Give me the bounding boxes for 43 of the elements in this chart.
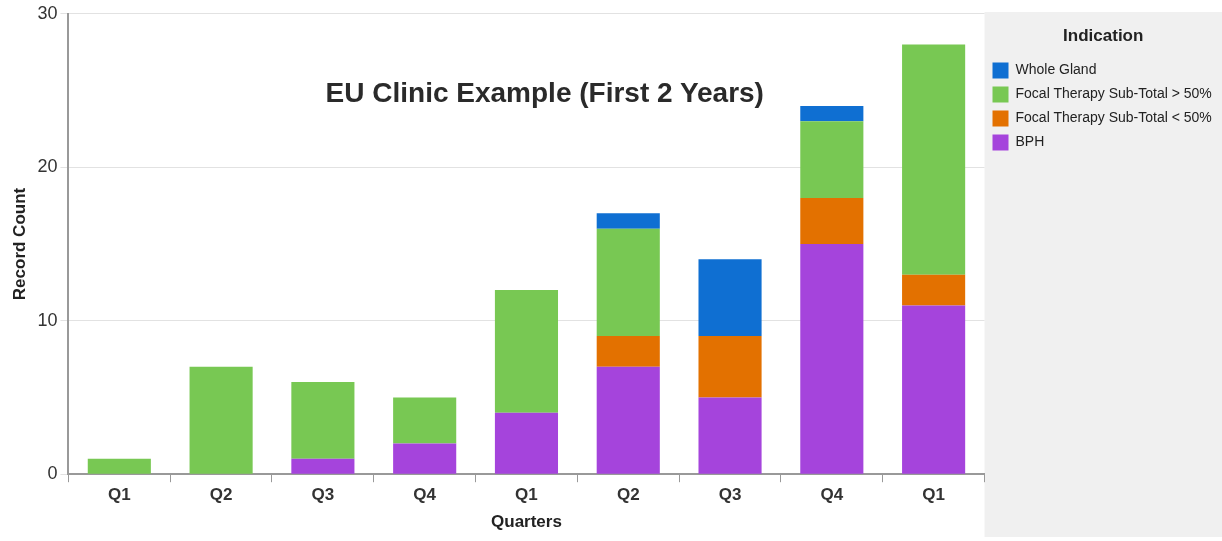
bar (596, 228, 660, 337)
x-axis-title: Quarters (491, 512, 562, 532)
bar (87, 458, 151, 474)
bar (800, 197, 864, 244)
legend-title: Indication (1063, 26, 1144, 46)
x-tick-label: Q3 (718, 485, 742, 505)
y-tick-label: 20 (37, 156, 58, 177)
bar (189, 366, 253, 474)
x-tick-label: Q2 (209, 485, 233, 505)
text: EU Clinic Example (First 2 Years) (325, 76, 764, 108)
x-tick-label: Q3 (311, 485, 335, 505)
bar (494, 412, 559, 474)
y-tick-label: 0 (47, 463, 58, 484)
y-axis-title: Record Count (9, 187, 29, 301)
bar (902, 305, 966, 474)
x-tick-label: Q2 (616, 485, 640, 505)
y-tick-label: 10 (37, 309, 58, 330)
x-tick-label: Q1 (515, 485, 538, 505)
x-tick-label: Q1 (107, 485, 131, 505)
legend-label: Focal Therapy Sub-Total < 50% (1015, 109, 1212, 126)
bar (800, 121, 864, 198)
bar (800, 244, 864, 474)
bar (698, 259, 762, 337)
bar (291, 458, 355, 474)
x-tick-label: Q4 (413, 485, 437, 505)
bar (596, 336, 660, 367)
bar (393, 443, 457, 474)
bar (596, 213, 660, 229)
bar (596, 366, 660, 474)
bar (494, 290, 559, 413)
bar (291, 382, 355, 459)
legend-label: BPH (1015, 133, 1045, 150)
bar (698, 336, 762, 398)
bar (902, 274, 966, 306)
bar (393, 397, 457, 444)
x-tick-label: Q1 (922, 485, 945, 505)
x-tick-label: Q4 (820, 485, 844, 505)
bar (698, 397, 762, 474)
bar (902, 44, 966, 275)
y-tick-label: 30 (37, 2, 58, 23)
legend-label: Whole Gland (1015, 61, 1097, 78)
bar (800, 105, 864, 122)
legend-label: Focal Therapy Sub-Total > 50% (1015, 85, 1212, 102)
